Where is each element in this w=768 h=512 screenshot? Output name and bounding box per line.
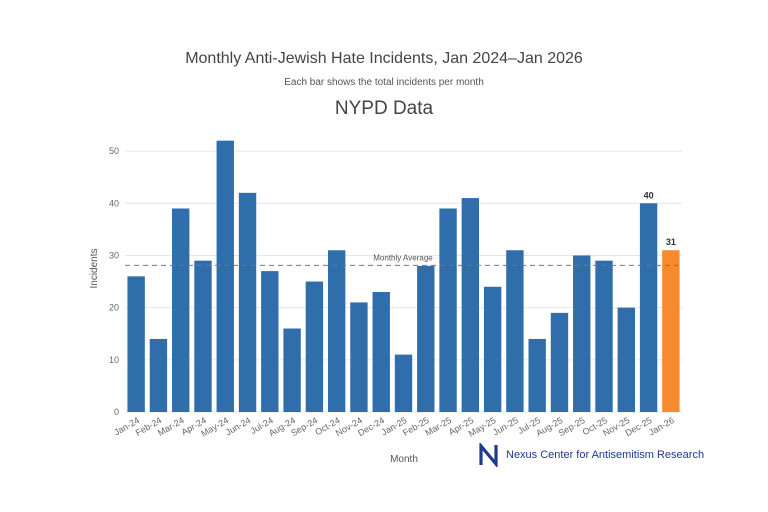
bar [127, 276, 145, 412]
bar [327, 250, 346, 412]
bar [573, 255, 591, 412]
bar [194, 260, 212, 412]
bar [595, 260, 613, 412]
data-label: 31 [666, 237, 676, 247]
x-tick-label: Jun-25 [491, 415, 520, 437]
bar [617, 307, 635, 412]
chart-title: NYPD Data [334, 98, 434, 119]
bar [550, 312, 569, 412]
bar [283, 328, 301, 412]
bar [372, 291, 390, 412]
x-tick-label: Jan-26 [647, 415, 676, 437]
bar [350, 302, 368, 412]
bar [149, 338, 168, 412]
x-tick-label: Jun-24 [224, 415, 253, 437]
y-tick-label: 30 [109, 250, 119, 260]
bar [483, 286, 502, 412]
brand-logo: Nexus Center for Antisemitism Research [478, 443, 704, 467]
bar [216, 140, 234, 412]
bar [417, 265, 435, 412]
y-axis-title: Incidents [89, 248, 100, 288]
bar [238, 192, 257, 412]
bar [439, 208, 457, 412]
page-title: Monthly Anti-Jewish Hate Incidents, Jan … [185, 50, 583, 67]
bar [305, 281, 324, 412]
bar [662, 250, 680, 412]
bar [261, 271, 279, 412]
y-tick-label: 0 [114, 407, 119, 417]
average-line-label: Monthly Average [373, 253, 433, 262]
brand-name: Nexus Center for Antisemitism Research [506, 449, 705, 461]
bar [506, 250, 524, 412]
y-tick-label: 50 [109, 146, 119, 156]
x-axis-title: Month [390, 454, 418, 465]
bar [172, 208, 190, 412]
nexus-logo-icon [478, 443, 500, 467]
page-subtitle: Each bar shows the total incidents per m… [284, 77, 484, 88]
bar [461, 198, 480, 412]
data-label: 40 [644, 190, 654, 200]
y-tick-label: 40 [109, 198, 119, 208]
bar [528, 338, 546, 412]
bar [639, 203, 658, 412]
bar [394, 354, 413, 412]
y-tick-label: 10 [109, 355, 119, 365]
y-tick-label: 20 [109, 303, 119, 313]
